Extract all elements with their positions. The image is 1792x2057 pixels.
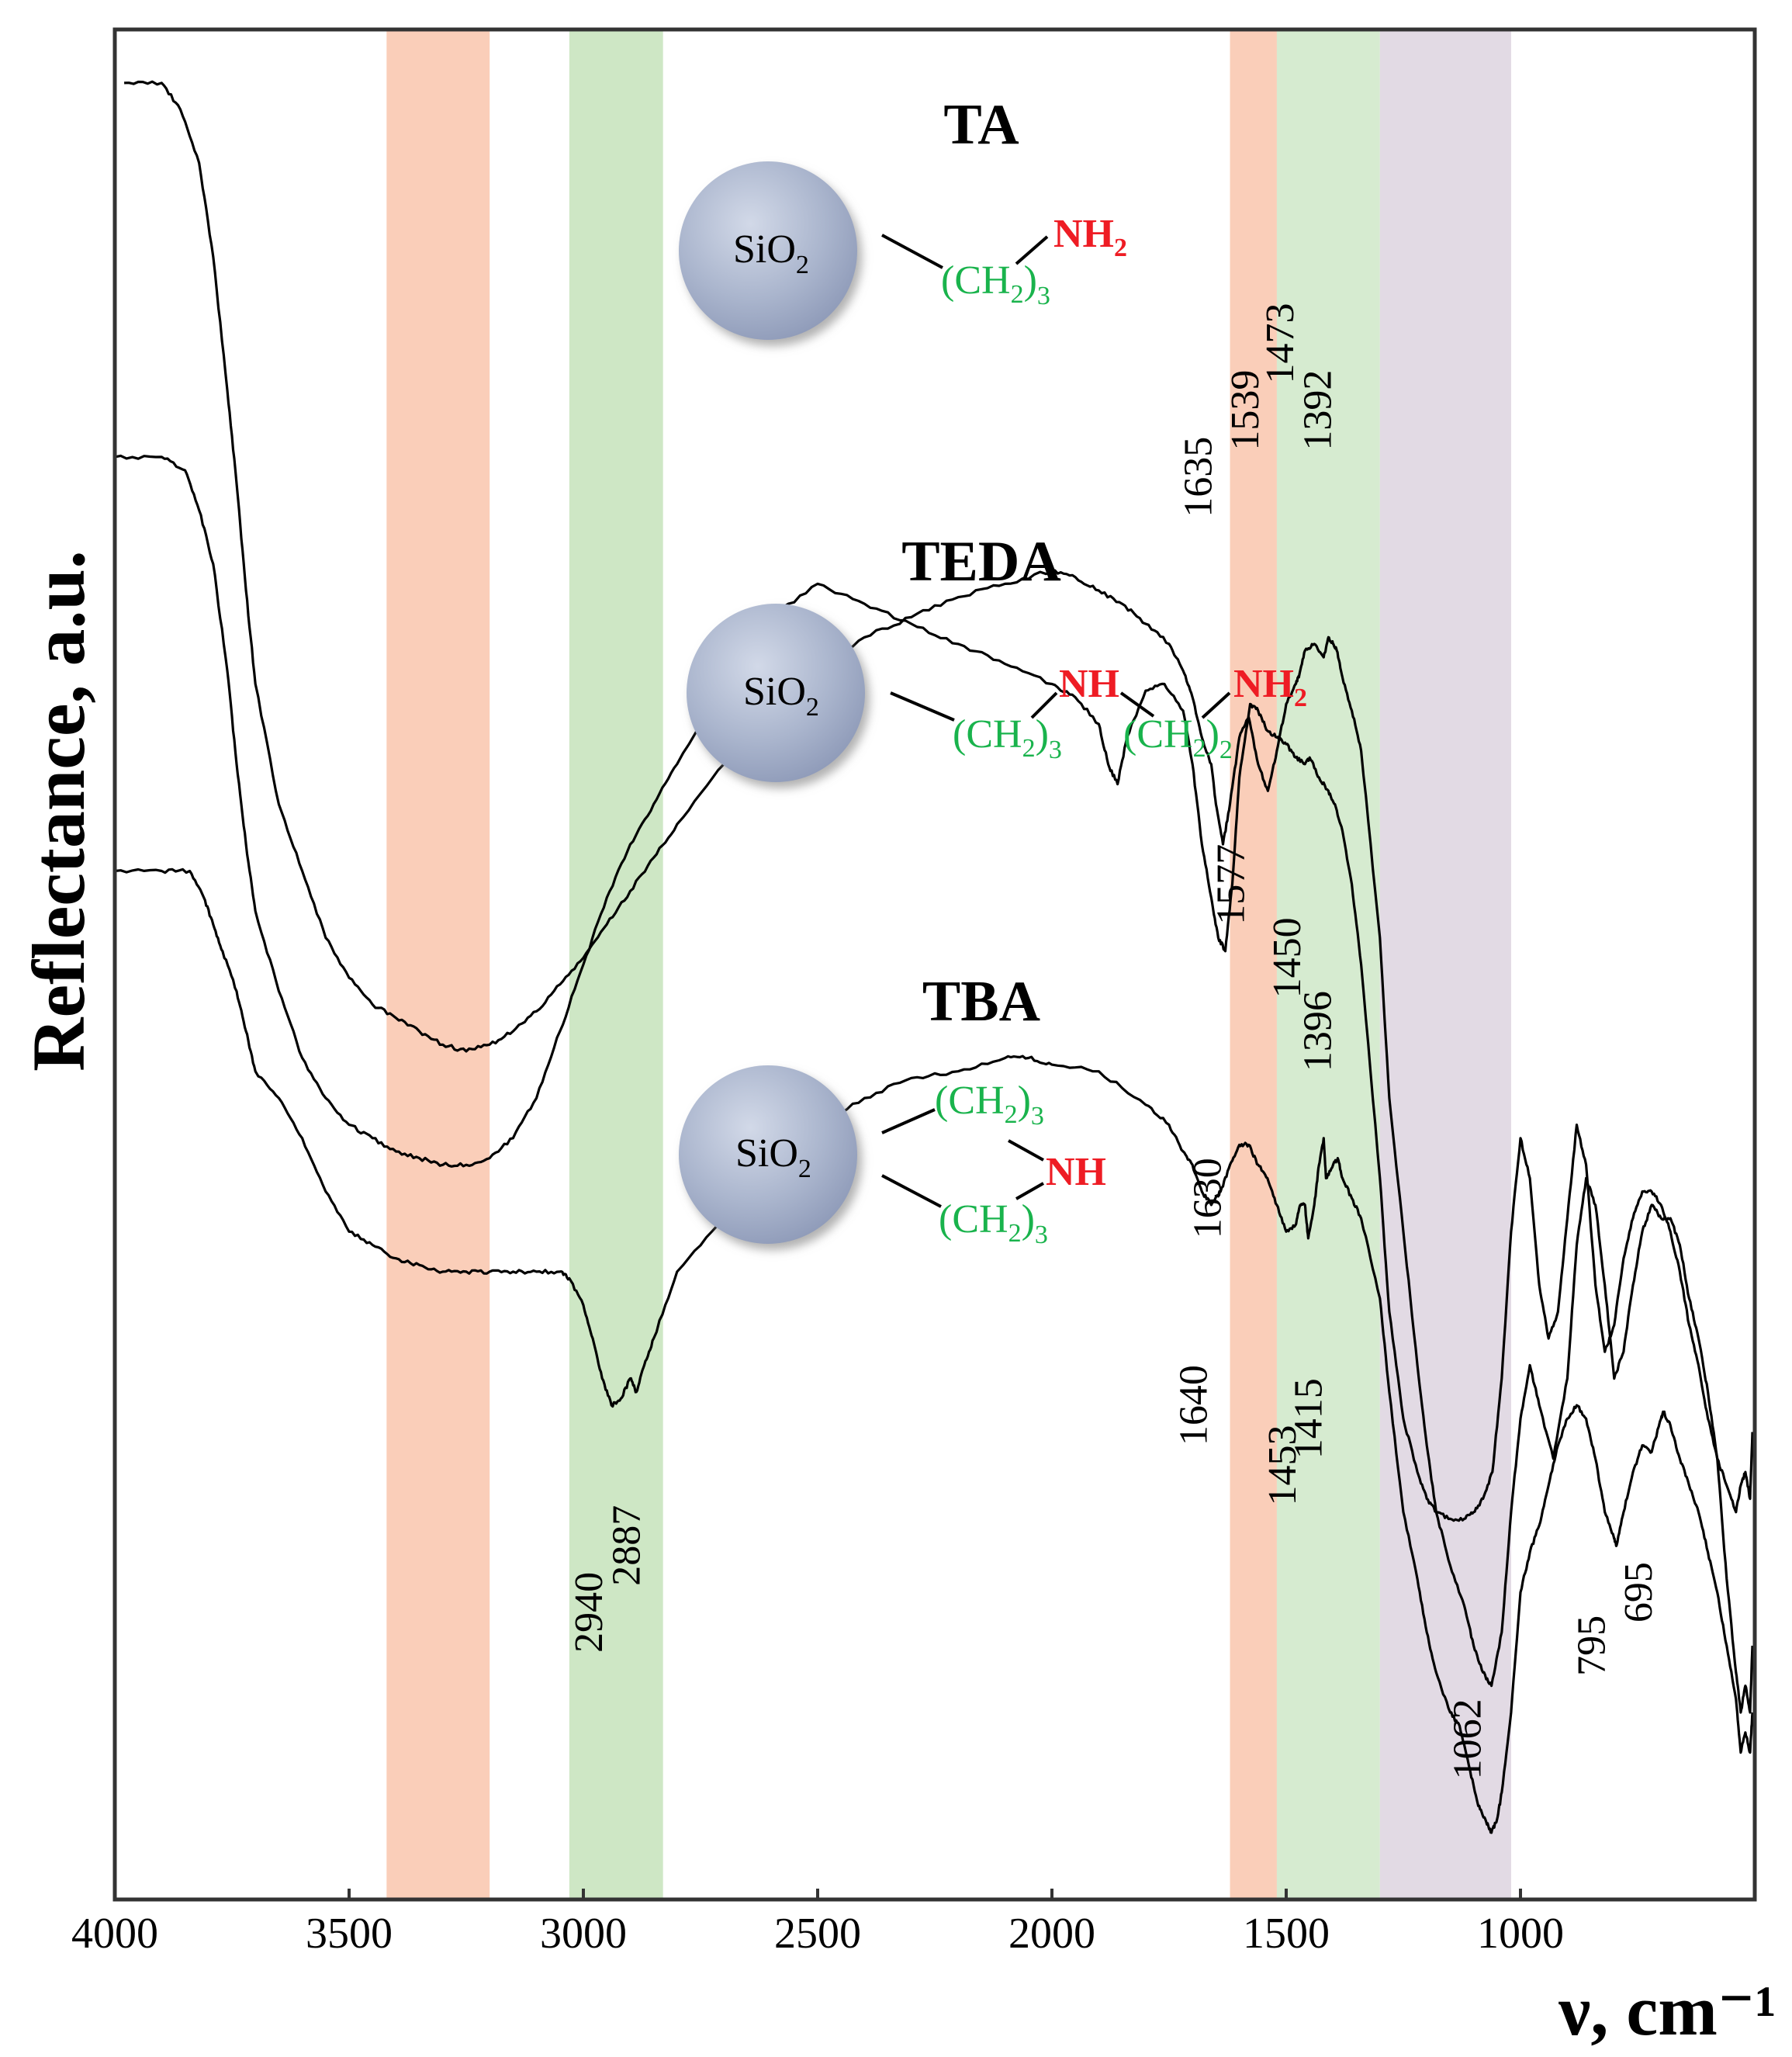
teda-structure: SiO2 (CH2)3 NH (CH2)2 NH2 [687,604,1307,782]
absorption-band-5 [1379,29,1511,1899]
sio2-sphere [679,1065,857,1244]
peak-label-1450: 1450 [1265,917,1309,998]
ta-structure: SiO2 (CH2)3 NH2 [679,161,1127,340]
series-name-ta: TA [943,93,1019,157]
x-axis-label: ν, cm⁻¹ [1558,1971,1776,2050]
bond [881,234,943,269]
sio2-label: SiO [735,1131,798,1176]
absorption-band-4 [1276,29,1380,1899]
spectrum-line-ta [124,80,1754,1714]
bond [1015,1182,1044,1200]
x-axis-ticks: 4000 3500 3000 2500 2000 1500 1000 [71,1889,1564,1958]
sio2-sphere [687,604,865,782]
svg-text:(CH2)3: (CH2)3 [953,712,1062,764]
tba-structure: SiO2 (CH2)3 (CH2)3 NH [679,1065,1106,1249]
x-tick-label: 4000 [71,1910,158,1958]
bond [1201,691,1231,719]
absorption-bands [386,29,1511,1899]
y-axis-label: Reflectance, a.u. [17,550,100,1072]
peak-label-1630: 1630 [1185,1158,1230,1238]
peak-label-695: 695 [1617,1562,1661,1622]
svg-text:NH: NH [1059,662,1119,706]
peak-label-1062: 1062 [1446,1699,1490,1779]
peak-label-1392: 1392 [1296,370,1340,451]
x-tick-label: 1000 [1477,1910,1564,1958]
sio2-sphere [679,161,857,340]
peak-label-1415: 1415 [1286,1378,1330,1459]
svg-text:(CH2)3: (CH2)3 [935,1079,1044,1131]
bond [881,1174,942,1208]
series-name-teda: TEDA [901,530,1061,594]
x-tick-label: 3000 [540,1910,627,1958]
x-tick-label: 2500 [774,1910,861,1958]
plot-frame [112,27,1757,1902]
svg-text:NH: NH [1046,1150,1106,1194]
absorption-band-3 [1230,29,1277,1899]
bond [890,691,955,722]
bond [1030,691,1058,719]
peak-label-795: 795 [1570,1615,1614,1676]
svg-text:SiO2: SiO2 [735,1131,811,1183]
svg-text:NH2: NH2 [1233,662,1307,712]
peak-label-1635: 1635 [1176,437,1220,518]
peak-label-1473: 1473 [1258,303,1302,384]
svg-text:SiO2: SiO2 [733,227,809,279]
svg-text:(CH2)3: (CH2)3 [941,258,1050,310]
spectrum-line-teda [114,454,1754,1522]
bond [1015,235,1049,265]
svg-text:NH2: NH2 [1053,212,1127,262]
peak-label-1396: 1396 [1296,991,1340,1072]
series-name-tba: TBA [922,970,1040,1034]
sio2-label: SiO [743,670,806,714]
peak-label-1640: 1640 [1171,1365,1216,1446]
peak-label-2940: 2940 [567,1572,611,1653]
bond [1008,1139,1044,1162]
svg-text:(CH2)2: (CH2)2 [1123,712,1233,764]
svg-text:SiO2: SiO2 [743,670,819,722]
svg-text:(CH2)3: (CH2)3 [939,1197,1048,1249]
peak-label-1453: 1453 [1261,1425,1305,1506]
absorption-band-2 [569,29,663,1899]
bond [881,1108,936,1134]
peak-label-1539: 1539 [1223,370,1268,451]
bond [1119,691,1155,718]
peak-label-1577: 1577 [1209,844,1254,925]
x-tick-label: 2000 [1008,1910,1095,1958]
x-tick-label: 1500 [1243,1910,1330,1958]
spectra-lines [114,80,1754,1834]
absorption-band-1 [386,29,490,1899]
spectrum-line-tba [114,867,1754,1834]
sio2-label: SiO [733,227,796,272]
x-tick-label: 3500 [306,1910,393,1958]
peak-label-2887: 2887 [605,1505,649,1586]
